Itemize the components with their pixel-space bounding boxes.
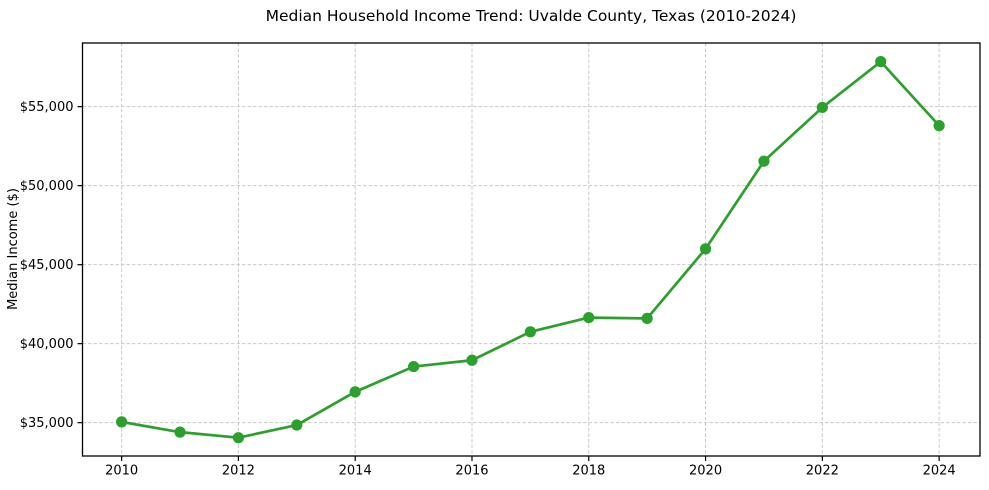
x-tick-label: 2022 <box>806 464 839 479</box>
y-tick-label: $45,000 <box>20 258 74 273</box>
x-tick-label: 2018 <box>572 464 605 479</box>
data-layer <box>116 56 945 444</box>
data-point-2019 <box>641 312 653 324</box>
y-tick-label: $40,000 <box>20 337 74 352</box>
data-point-2014 <box>349 386 361 398</box>
y-tick-label: $35,000 <box>20 416 74 431</box>
data-point-2023 <box>875 56 887 68</box>
data-point-2015 <box>407 360 420 373</box>
data-point-2017 <box>524 326 536 338</box>
y-axis-label: Median Income ($) <box>6 188 21 310</box>
y-tick-label: $50,000 <box>20 179 74 194</box>
axes-layer: 2010 2012 2014 2016 2018 2020 2022 2024 $35,000 $… <box>20 42 981 479</box>
y-tick-label: $55,000 <box>20 100 74 115</box>
plot-frame <box>81 42 981 457</box>
x-tick-label: 2024 <box>923 464 956 479</box>
chart-title: Median Household Income Trend: Uvalde Co… <box>266 7 797 25</box>
x-tick-label: 2010 <box>105 464 138 479</box>
data-point-2021 <box>758 155 770 167</box>
data-point-2018 <box>583 311 595 324</box>
data-point-2024 <box>933 120 945 132</box>
x-tick-label: 2020 <box>689 464 722 479</box>
data-point-2010 <box>116 416 128 428</box>
data-point-2011 <box>174 426 186 438</box>
data-point-2016 <box>466 354 478 366</box>
data-point-2013 <box>291 419 303 431</box>
trend-line <box>120 60 941 440</box>
grid-layer <box>82 43 980 456</box>
x-tick-label: 2012 <box>222 464 255 479</box>
x-tick-label: 2016 <box>455 464 488 479</box>
x-tick-label: 2014 <box>339 464 372 479</box>
data-point-2012 <box>232 432 245 444</box>
data-point-2022 <box>816 101 828 114</box>
data-point-2020 <box>699 243 712 255</box>
